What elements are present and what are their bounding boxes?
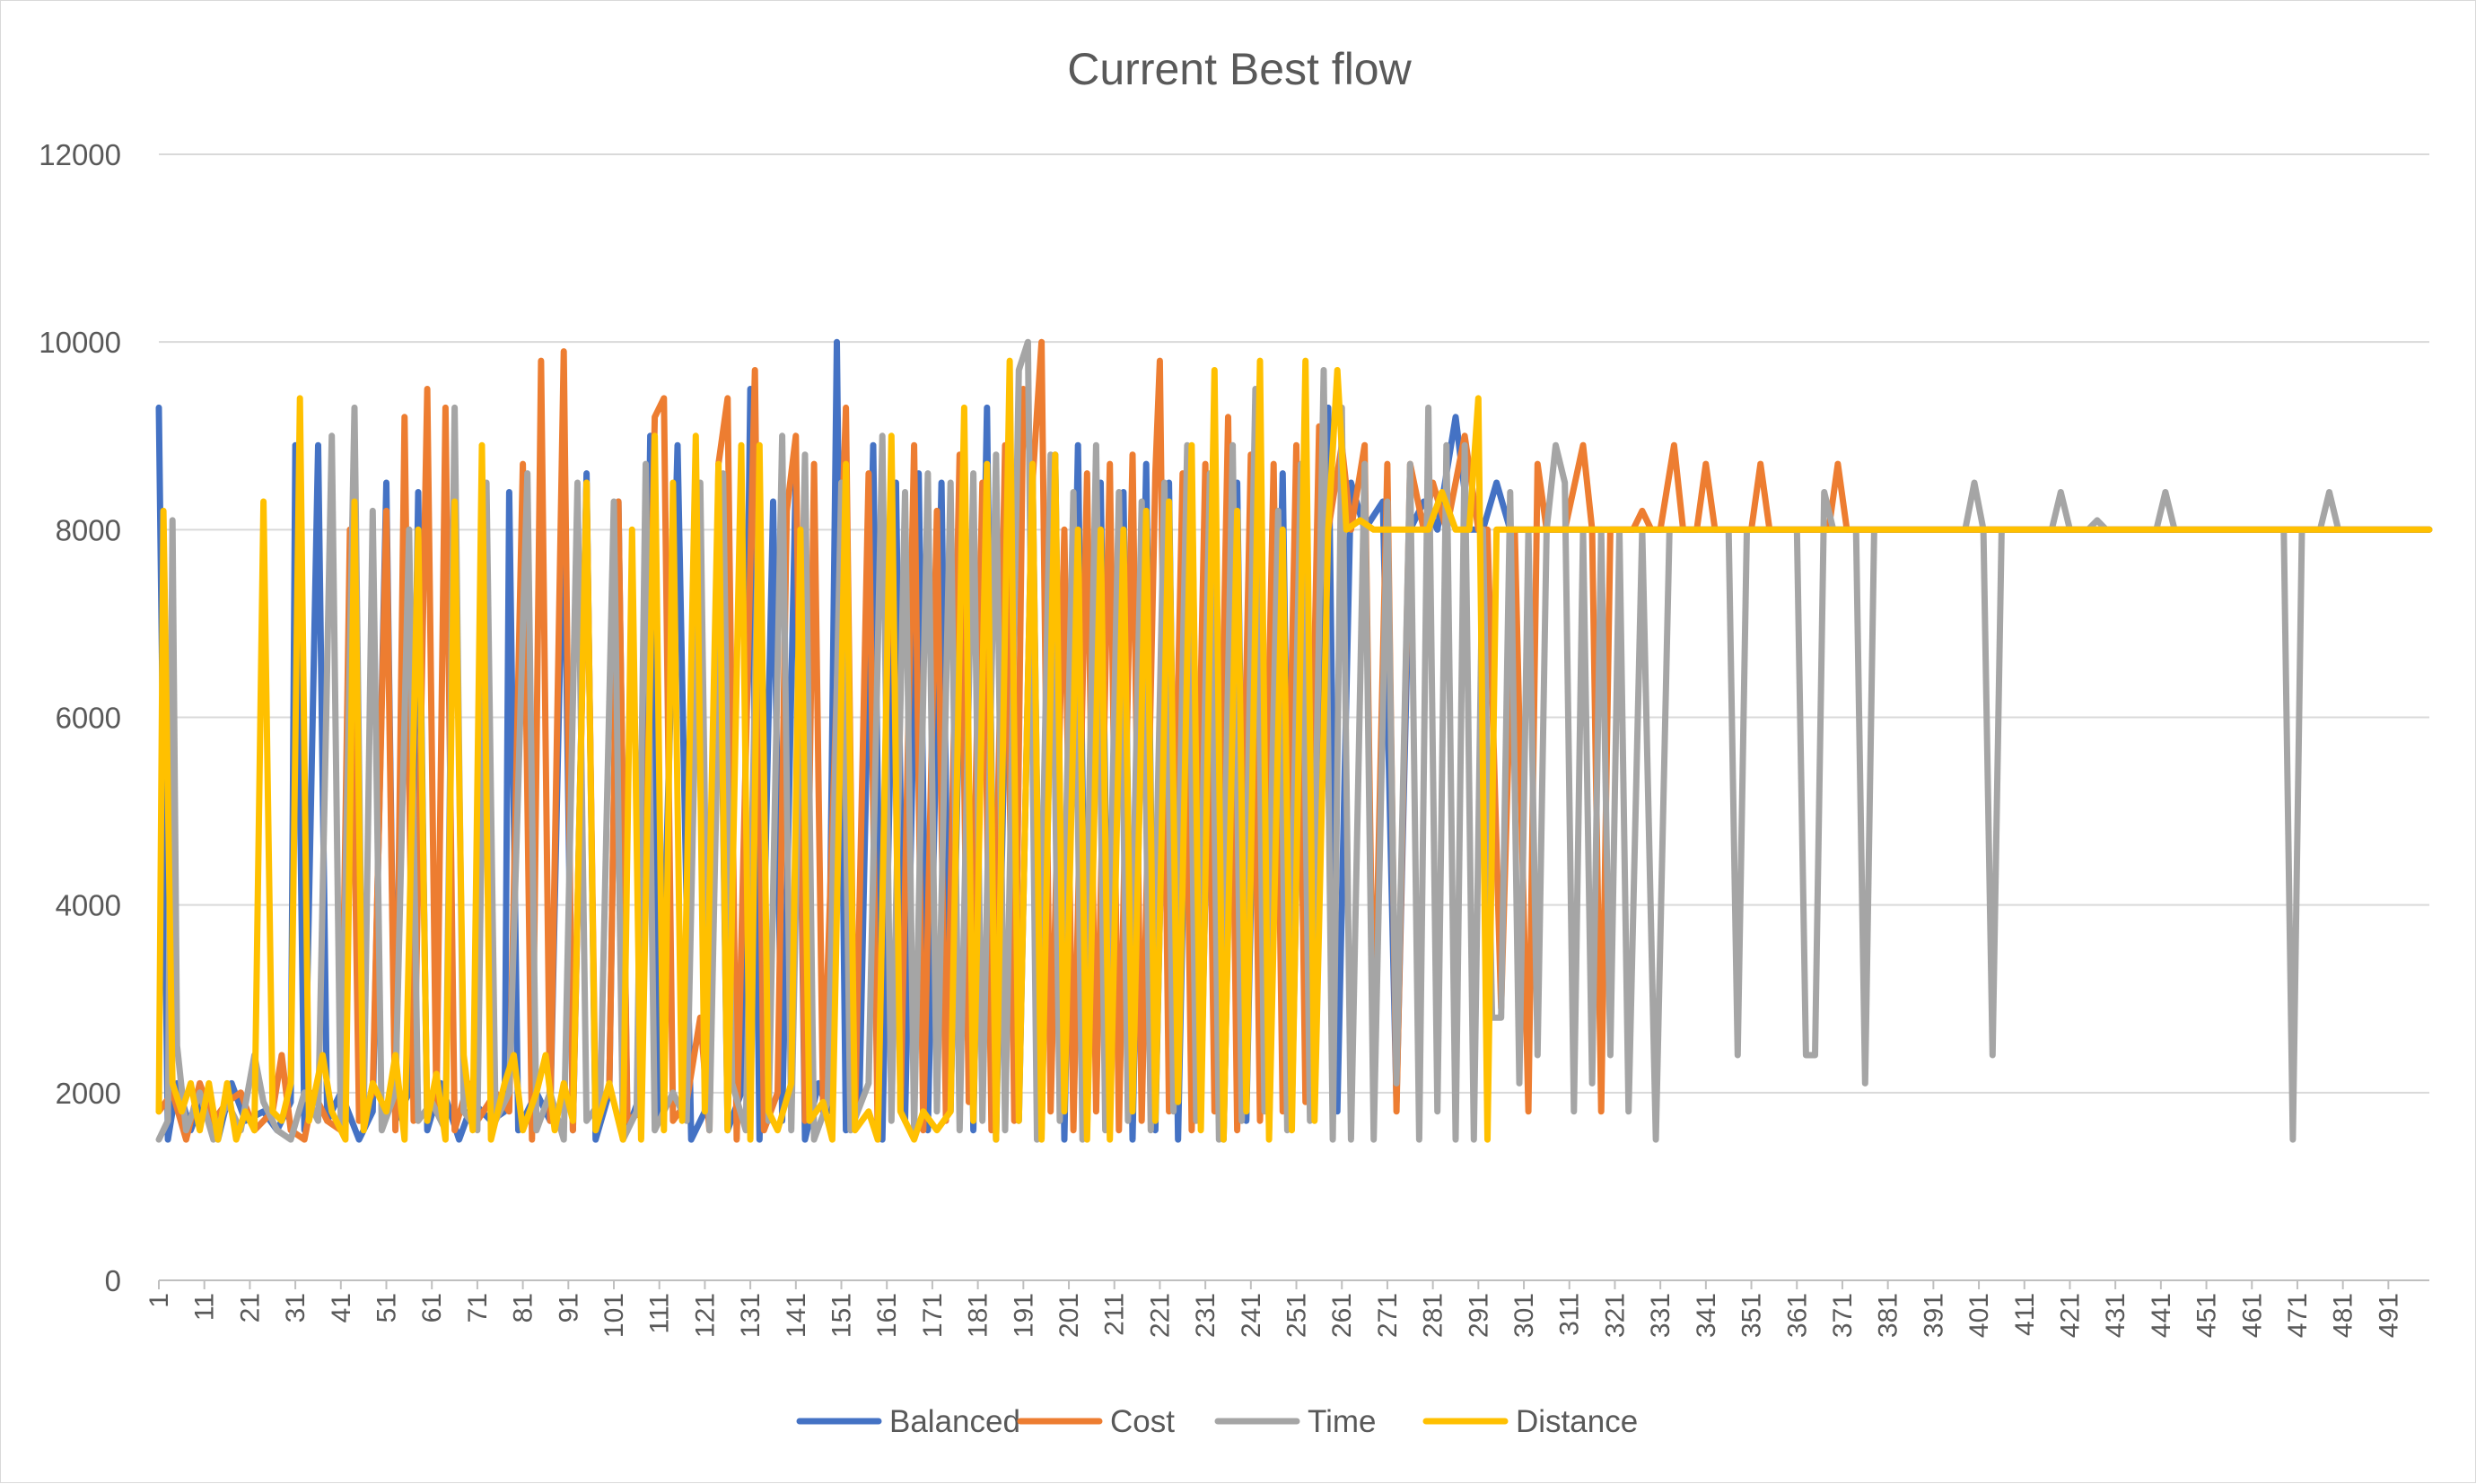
x-tick-label: 41 xyxy=(327,1293,356,1323)
series-lines xyxy=(155,338,2433,1143)
x-tick-label: 111 xyxy=(645,1293,675,1334)
x-tick-label: 351 xyxy=(1737,1293,1767,1338)
x-tick-label: 261 xyxy=(1327,1293,1357,1338)
y-tick-label: 8000 xyxy=(56,513,121,546)
y-tick-label: 2000 xyxy=(56,1077,121,1110)
x-tick-label: 291 xyxy=(1464,1293,1493,1338)
x-tick-label: 271 xyxy=(1373,1293,1403,1338)
series-line-distance xyxy=(155,357,2433,1143)
x-tick-label: 61 xyxy=(417,1293,447,1323)
x-tick-label: 101 xyxy=(599,1293,629,1338)
x-tick-label: 201 xyxy=(1054,1293,1084,1338)
legend: Balanced Cost Time Distance xyxy=(796,1404,1638,1439)
x-tick-label: 91 xyxy=(554,1293,583,1323)
x-tick-label: 341 xyxy=(1692,1293,1721,1338)
x-tick-label: 471 xyxy=(2283,1293,2313,1338)
x-tick-label: 131 xyxy=(736,1293,766,1338)
x-tick-label: 161 xyxy=(872,1293,902,1338)
y-tick-label: 6000 xyxy=(56,702,121,735)
x-tick-label: 381 xyxy=(1874,1293,1903,1338)
x-tick-label: 301 xyxy=(1509,1293,1539,1338)
x-tick-label: 441 xyxy=(2147,1293,2176,1338)
x-tick-label: 361 xyxy=(1782,1293,1812,1338)
x-tick-label: 181 xyxy=(964,1293,993,1338)
x-tick-label: 231 xyxy=(1191,1293,1221,1338)
legend-label-time: Time xyxy=(1308,1404,1376,1439)
x-tick-label: 331 xyxy=(1646,1293,1675,1338)
x-tick-label: 221 xyxy=(1145,1293,1175,1338)
x-tick-label: 431 xyxy=(2101,1293,2130,1338)
x-tick-label: 251 xyxy=(1282,1293,1312,1338)
y-axis-tick-labels: 0 2000 4000 6000 8000 10000 12000 xyxy=(39,138,121,1297)
y-tick-label: 10000 xyxy=(39,326,121,359)
legend-label-balanced: Balanced xyxy=(889,1404,1020,1439)
x-tick-label: 81 xyxy=(509,1293,538,1323)
x-tick-label: 321 xyxy=(1600,1293,1630,1338)
legend-label-distance: Distance xyxy=(1516,1404,1638,1439)
x-tick-label: 411 xyxy=(2010,1293,2040,1336)
chart-title: Current Best flow xyxy=(1067,44,1412,94)
x-tick-label: 311 xyxy=(1555,1293,1585,1336)
x-tick-label: 211 xyxy=(1100,1293,1130,1336)
x-tick-label: 151 xyxy=(827,1293,857,1338)
x-tick-label: 121 xyxy=(690,1293,720,1338)
x-tick-label: 11 xyxy=(190,1293,220,1321)
x-tick-label: 1 xyxy=(144,1293,174,1308)
x-tick-label: 461 xyxy=(2237,1293,2267,1338)
x-tick-label: 31 xyxy=(281,1293,311,1323)
x-tick-label: 51 xyxy=(372,1293,402,1323)
x-tick-label: 281 xyxy=(1419,1293,1448,1338)
y-tick-label: 0 xyxy=(105,1264,121,1297)
y-tick-label: 12000 xyxy=(39,138,121,171)
x-tick-label: 481 xyxy=(2329,1293,2358,1338)
x-tick-label: 191 xyxy=(1009,1293,1038,1338)
legend-label-cost: Cost xyxy=(1110,1404,1175,1439)
x-tick-label: 451 xyxy=(2192,1293,2222,1338)
x-tick-label: 71 xyxy=(463,1293,493,1323)
x-axis-tick-labels: 1 11 21 31 41 51 61 71 81 91 101 111 121 131 141 151 161… xyxy=(144,1280,2403,1338)
x-tick-label: 401 xyxy=(1964,1293,1994,1338)
series-line-cost xyxy=(155,338,2433,1143)
x-tick-label: 241 xyxy=(1237,1293,1266,1338)
x-tick-label: 171 xyxy=(918,1293,948,1338)
x-tick-label: 141 xyxy=(782,1293,811,1338)
x-tick-label: 421 xyxy=(2055,1293,2085,1338)
x-tick-label: 491 xyxy=(2374,1293,2403,1338)
y-tick-label: 4000 xyxy=(56,889,121,922)
x-tick-label: 391 xyxy=(1919,1293,1948,1338)
x-tick-label: 371 xyxy=(1828,1293,1858,1338)
x-tick-label: 21 xyxy=(235,1293,265,1323)
